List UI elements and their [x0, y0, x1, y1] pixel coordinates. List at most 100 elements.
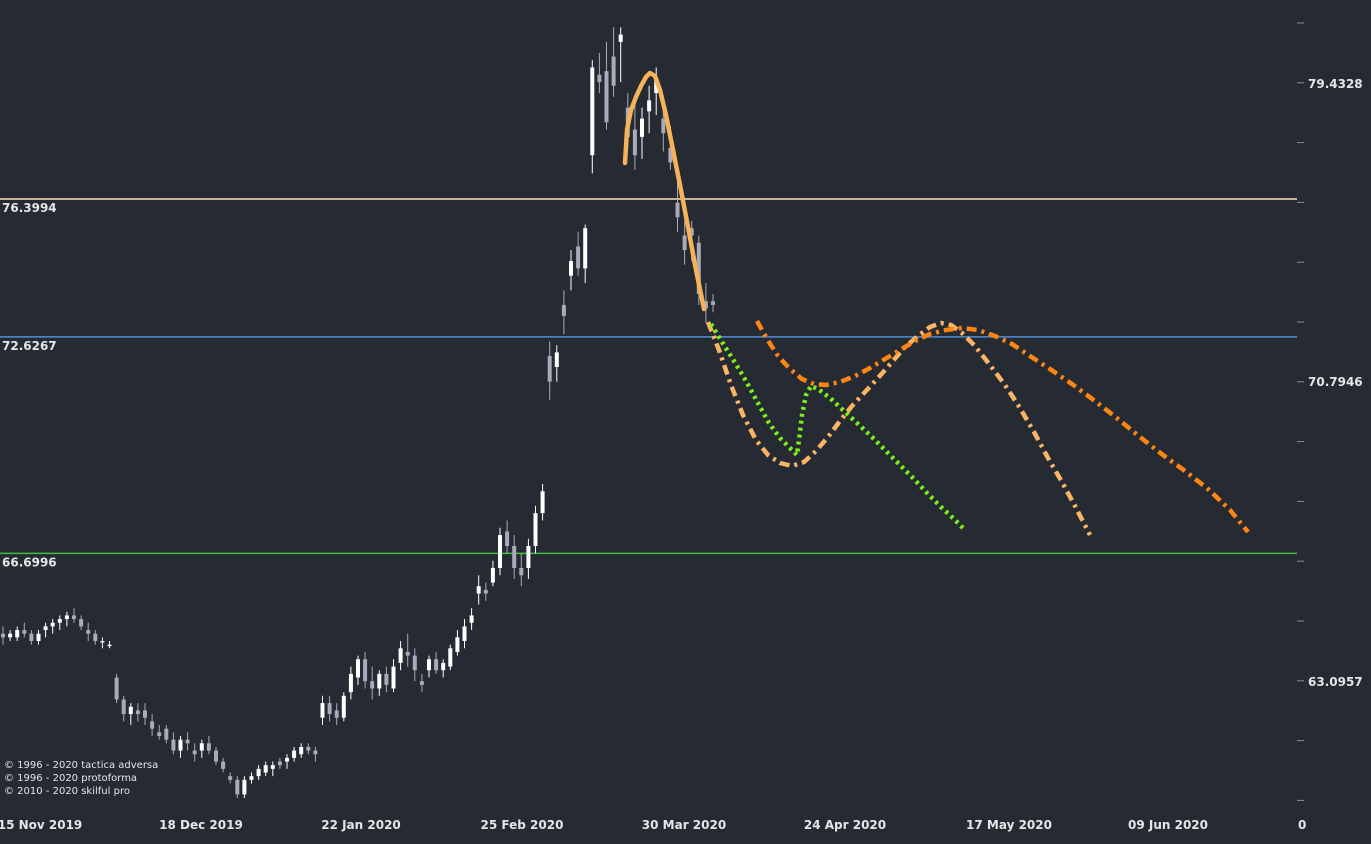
candle: [114, 673, 119, 704]
candle-body: [171, 739, 176, 751]
candle: [590, 60, 595, 174]
candle: [370, 666, 375, 700]
candle-body: [79, 619, 84, 627]
candle: [505, 520, 510, 554]
candle-body: [703, 301, 708, 309]
candle: [405, 633, 410, 667]
candle: [498, 527, 502, 576]
candle-body: [455, 637, 460, 652]
candle-body: [57, 619, 62, 623]
candle: [249, 772, 254, 784]
candle: [391, 659, 396, 693]
candle-body: [128, 706, 133, 715]
level-label-3: 66.6996: [2, 555, 57, 569]
candle-body: [107, 644, 112, 647]
candle: [526, 538, 531, 579]
candle: [419, 673, 424, 693]
candle-body: [72, 615, 76, 620]
candle-body: [135, 710, 140, 715]
candle: [682, 220, 687, 265]
copyright-line-3: © 2010 - 2020 skilful pro: [4, 786, 130, 797]
candle-body: [235, 779, 240, 795]
candle-body: [419, 681, 424, 685]
candle: [483, 582, 488, 601]
candle: [583, 224, 588, 284]
candle: [221, 757, 226, 773]
candle-body: [569, 261, 573, 276]
candle: [334, 703, 339, 726]
candle-body: [405, 651, 410, 656]
projection-path-4: [709, 322, 967, 532]
projection-path-2: [705, 320, 1092, 537]
candle: [57, 615, 62, 631]
level-label-1: 76.3994: [2, 201, 57, 215]
candle: [490, 560, 495, 587]
candle-body: [498, 535, 502, 568]
candle-body: [299, 746, 304, 755]
candle-body: [391, 666, 396, 689]
candle-body: [121, 699, 126, 715]
candle: [313, 746, 318, 762]
candle-body: [306, 746, 311, 751]
candle: [647, 85, 652, 134]
candle-body: [576, 246, 581, 269]
candle: [306, 743, 311, 755]
candle-body: [547, 356, 552, 382]
candle-body: [242, 779, 247, 795]
candle-body: [199, 743, 204, 751]
copyright-block: © 1996 - 2020 tactica adversa © 1996 - 2…: [4, 760, 158, 797]
candle-body: [647, 100, 652, 112]
candle: [171, 732, 176, 755]
candle-body: [22, 630, 27, 634]
candle: [299, 743, 304, 758]
candle-body: [597, 74, 602, 83]
candle-body: [356, 659, 360, 678]
candle-body: [100, 641, 105, 643]
candle-body: [185, 739, 190, 744]
candle-body: [512, 546, 517, 568]
y-tick-label: 79.4328: [1308, 77, 1363, 91]
candle-body: [50, 622, 55, 627]
projection-path-1: [622, 70, 707, 312]
candle-body: [263, 765, 268, 773]
candle: [107, 641, 112, 649]
candle: [569, 250, 573, 291]
candle-body: [150, 721, 155, 729]
candle: [356, 655, 360, 685]
candle: [554, 345, 559, 382]
candle-body: [384, 673, 389, 685]
candle: [547, 341, 552, 400]
candle: [611, 27, 616, 97]
projection-paths: [622, 70, 1250, 537]
candle: [36, 630, 41, 645]
candle-body: [682, 235, 687, 251]
candle-body: [533, 513, 538, 547]
candle-body: [668, 147, 673, 163]
candle-body: [604, 71, 609, 123]
candle: [462, 619, 467, 649]
candle: [178, 735, 183, 758]
candle-body: [43, 626, 48, 631]
x-tick-label: 15 Nov 2019: [0, 818, 82, 832]
candle: [604, 41, 609, 130]
candle-body: [448, 648, 453, 667]
candle-body: [320, 703, 325, 718]
candle-body: [86, 630, 91, 634]
candle-body: [8, 633, 13, 638]
candle-body: [313, 750, 318, 755]
candle-body: [348, 673, 353, 693]
candle: [292, 746, 297, 762]
candle-body: [519, 567, 524, 576]
x-tick-label: 30 Mar 2020: [642, 818, 726, 832]
candle: [348, 666, 353, 700]
candle: [277, 757, 282, 769]
candle: [434, 651, 439, 674]
x-tick-label: 24 Apr 2020: [804, 818, 886, 832]
candle-body: [377, 673, 382, 689]
candle-body: [540, 491, 545, 514]
candle: [1, 626, 5, 645]
candle-body: [228, 776, 233, 780]
candle: [164, 725, 169, 744]
candle: [427, 655, 431, 678]
